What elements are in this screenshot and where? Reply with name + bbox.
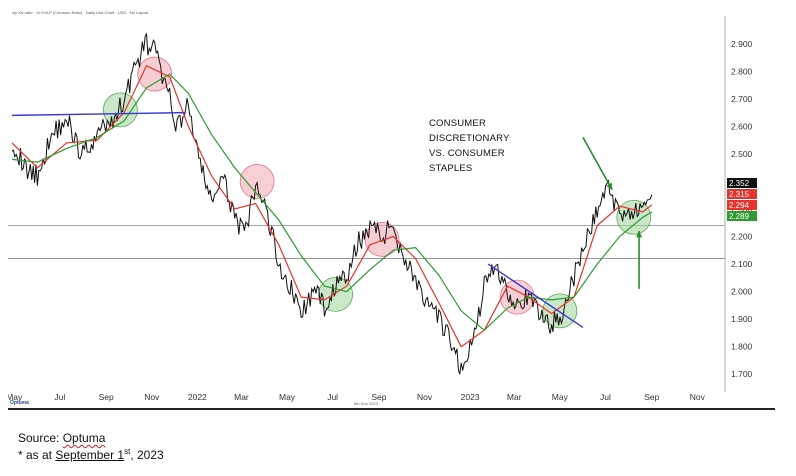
x-tick-label: Sep bbox=[644, 392, 659, 402]
y-tick-label: 2.100 bbox=[731, 259, 753, 269]
annotation-arrow bbox=[582, 137, 613, 191]
chart-frame: xly Xlv ratio · XLY/XLP (Common Ratio) ·… bbox=[8, 8, 775, 410]
y-tick-label: 2.600 bbox=[731, 121, 753, 131]
arrow-head bbox=[636, 231, 643, 238]
source-prefix: Source: bbox=[18, 431, 63, 445]
x-tick-label: Jul bbox=[600, 392, 611, 402]
last-value-tag bbox=[727, 200, 757, 210]
x-tick-label: Sep bbox=[99, 392, 114, 402]
y-tick-label: 1.700 bbox=[731, 369, 753, 379]
ratio-chart: 1.7001.8001.9002.0002.1002.2002.3002.400… bbox=[8, 16, 757, 402]
x-tick-label: 2022 bbox=[188, 392, 207, 402]
last-value-tag bbox=[727, 189, 757, 199]
x-tick-label: May bbox=[8, 392, 23, 402]
x-tick-label: 2023 bbox=[461, 392, 480, 402]
as-of-date: September 1 bbox=[55, 448, 125, 462]
as-of-year: , 2023 bbox=[130, 448, 164, 462]
y-tick-label: 2.900 bbox=[731, 39, 753, 49]
x-tick-label: Jul bbox=[327, 392, 338, 402]
x-tick-label: Mar bbox=[234, 392, 249, 402]
y-tick-label: 2.000 bbox=[731, 287, 753, 297]
last-value-tag bbox=[727, 178, 757, 188]
last-value-label: 2.289 bbox=[729, 212, 750, 221]
trendline bbox=[11, 111, 185, 117]
y-tick-label: 1.900 bbox=[731, 314, 753, 324]
x-tick-label: Nov bbox=[417, 392, 433, 402]
chart-footer-date: 8th Sep 2023 bbox=[354, 401, 378, 406]
x-tick-label: May bbox=[552, 392, 569, 402]
x-tick-label: May bbox=[279, 392, 296, 402]
slow-ma-line bbox=[11, 73, 653, 332]
x-tick-label: Nov bbox=[144, 392, 160, 402]
y-tick-label: 2.200 bbox=[731, 232, 753, 242]
last-value-label: 2.294 bbox=[729, 201, 750, 210]
as-of-suffix: st bbox=[124, 447, 131, 456]
x-tick-label: Nov bbox=[690, 392, 706, 402]
y-tick-label: 2.700 bbox=[731, 94, 753, 104]
highlight-circle-red bbox=[364, 221, 400, 257]
x-tick-label: Jul bbox=[54, 392, 65, 402]
optuma-logo: Optuma bbox=[10, 400, 29, 406]
price-line bbox=[11, 33, 653, 375]
x-tick-label: Sep bbox=[371, 392, 386, 402]
as-of-prefix: * as at bbox=[18, 448, 56, 462]
source-name: Optuma bbox=[62, 431, 106, 445]
y-tick-label: 1.800 bbox=[731, 342, 753, 352]
arrow-head bbox=[606, 182, 613, 190]
chart-header: xly Xlv ratio · XLY/XLP (Common Ratio) ·… bbox=[12, 10, 149, 15]
fast-ma-line bbox=[11, 65, 653, 348]
highlight-circle-red bbox=[239, 164, 275, 199]
trendline bbox=[487, 263, 584, 328]
as-of-line: * as at September 1st, 2023 bbox=[18, 447, 164, 462]
last-value-label: 2.352 bbox=[729, 179, 750, 188]
source-line: Source: Optuma bbox=[18, 431, 105, 445]
y-tick-label: 2.800 bbox=[731, 66, 753, 76]
last-value-label: 2.315 bbox=[729, 190, 750, 199]
x-tick-label: Mar bbox=[507, 392, 522, 402]
chart-annotation: CONSUMER DISCRETIONARY VS. CONSUMER STAP… bbox=[429, 118, 510, 174]
highlight-circle-green bbox=[542, 293, 578, 329]
last-value-tag bbox=[727, 211, 757, 221]
y-tick-label: 2.500 bbox=[731, 149, 753, 159]
